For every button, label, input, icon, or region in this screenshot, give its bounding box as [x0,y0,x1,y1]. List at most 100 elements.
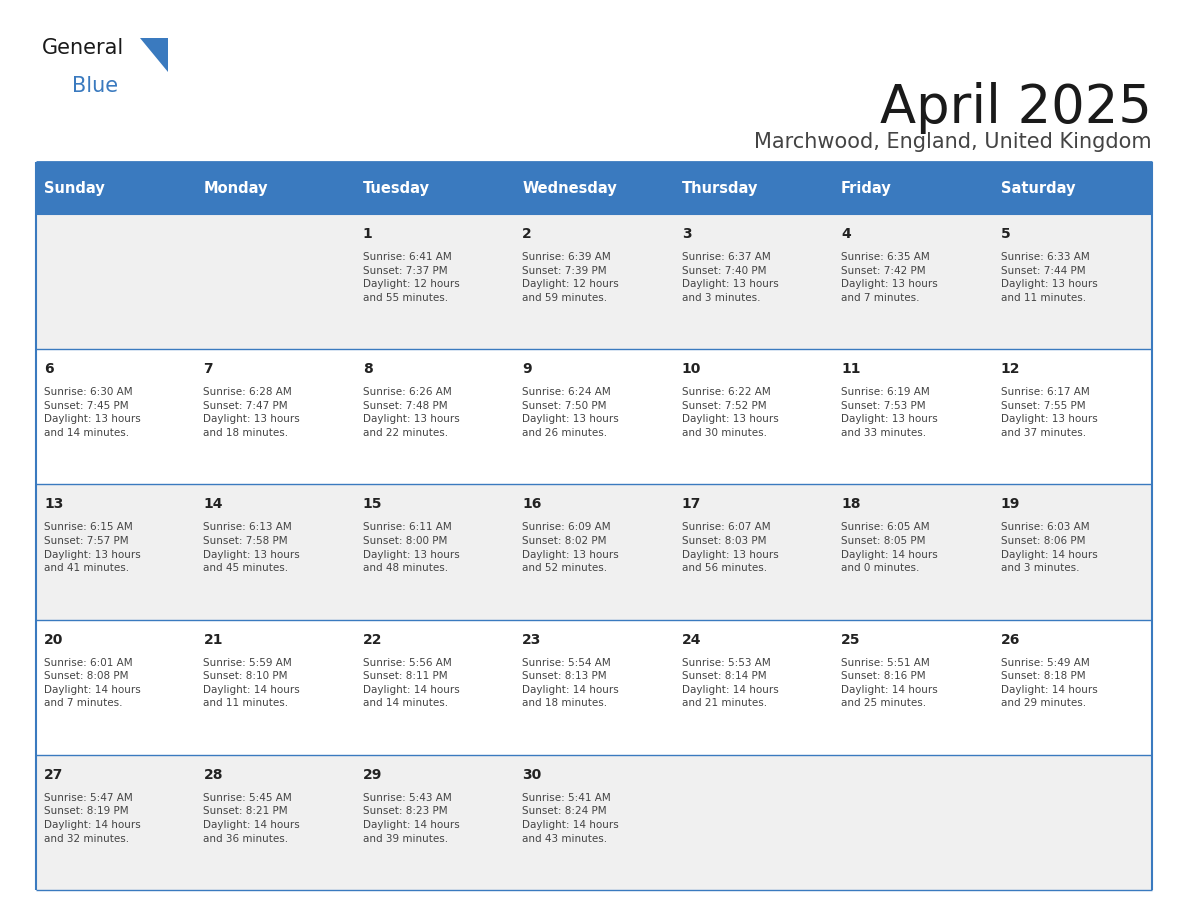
Text: Sunday: Sunday [44,181,105,196]
Bar [833,349,992,485]
Text: Sunrise: 5:56 AM
Sunset: 8:11 PM
Daylight: 14 hours
and 14 minutes.: Sunrise: 5:56 AM Sunset: 8:11 PM Dayligh… [362,657,460,709]
Text: Sunrise: 6:24 AM
Sunset: 7:50 PM
Daylight: 13 hours
and 26 minutes.: Sunrise: 6:24 AM Sunset: 7:50 PM Dayligh… [523,387,619,438]
Polygon shape [140,38,168,72]
Text: Thursday: Thursday [682,181,758,196]
Text: Sunrise: 5:54 AM
Sunset: 8:13 PM
Daylight: 14 hours
and 18 minutes.: Sunrise: 5:54 AM Sunset: 8:13 PM Dayligh… [523,657,619,709]
Text: Sunrise: 6:30 AM
Sunset: 7:45 PM
Daylight: 13 hours
and 14 minutes.: Sunrise: 6:30 AM Sunset: 7:45 PM Dayligh… [44,387,140,438]
Text: Sunrise: 6:07 AM
Sunset: 8:03 PM
Daylight: 13 hours
and 56 minutes.: Sunrise: 6:07 AM Sunset: 8:03 PM Dayligh… [682,522,778,573]
Bar [674,755,833,890]
Bar [514,485,674,620]
Text: Sunrise: 6:13 AM
Sunset: 7:58 PM
Daylight: 13 hours
and 45 minutes.: Sunrise: 6:13 AM Sunset: 7:58 PM Dayligh… [203,522,301,573]
Bar [674,485,833,620]
Bar [36,485,196,620]
Bar [674,214,833,349]
Text: 29: 29 [362,767,383,782]
Bar [514,162,674,214]
Bar [36,755,196,890]
Text: Sunrise: 6:01 AM
Sunset: 8:08 PM
Daylight: 14 hours
and 7 minutes.: Sunrise: 6:01 AM Sunset: 8:08 PM Dayligh… [44,657,140,709]
Bar [674,162,833,214]
Text: 10: 10 [682,363,701,376]
Text: Sunrise: 6:09 AM
Sunset: 8:02 PM
Daylight: 13 hours
and 52 minutes.: Sunrise: 6:09 AM Sunset: 8:02 PM Dayligh… [523,522,619,573]
Text: April 2025: April 2025 [880,82,1152,134]
Text: 26: 26 [1000,633,1020,646]
Text: Monday: Monday [203,181,268,196]
Text: 17: 17 [682,498,701,511]
Text: 22: 22 [362,633,383,646]
Text: Sunrise: 6:26 AM
Sunset: 7:48 PM
Daylight: 13 hours
and 22 minutes.: Sunrise: 6:26 AM Sunset: 7:48 PM Dayligh… [362,387,460,438]
Bar [355,755,514,890]
Text: Sunrise: 5:49 AM
Sunset: 8:18 PM
Daylight: 14 hours
and 29 minutes.: Sunrise: 5:49 AM Sunset: 8:18 PM Dayligh… [1000,657,1098,709]
Text: 8: 8 [362,363,373,376]
Bar [196,214,355,349]
Text: Blue: Blue [72,76,118,96]
Bar [514,755,674,890]
Bar [514,620,674,755]
Text: Saturday: Saturday [1000,181,1075,196]
Bar [355,162,514,214]
Bar [674,349,833,485]
Text: General: General [42,38,125,58]
Bar [196,485,355,620]
Text: Sunrise: 6:37 AM
Sunset: 7:40 PM
Daylight: 13 hours
and 3 minutes.: Sunrise: 6:37 AM Sunset: 7:40 PM Dayligh… [682,252,778,303]
Text: 23: 23 [523,633,542,646]
Text: 28: 28 [203,767,223,782]
Text: 4: 4 [841,227,851,241]
Text: Sunrise: 5:53 AM
Sunset: 8:14 PM
Daylight: 14 hours
and 21 minutes.: Sunrise: 5:53 AM Sunset: 8:14 PM Dayligh… [682,657,778,709]
Text: 6: 6 [44,363,53,376]
Bar [992,349,1152,485]
Text: Sunrise: 6:39 AM
Sunset: 7:39 PM
Daylight: 12 hours
and 59 minutes.: Sunrise: 6:39 AM Sunset: 7:39 PM Dayligh… [523,252,619,303]
Text: 5: 5 [1000,227,1010,241]
Text: 20: 20 [44,633,63,646]
Bar [196,620,355,755]
Text: 9: 9 [523,363,532,376]
Text: 11: 11 [841,363,860,376]
Bar [355,349,514,485]
Bar [36,214,196,349]
Text: Tuesday: Tuesday [362,181,430,196]
Text: 16: 16 [523,498,542,511]
Text: 19: 19 [1000,498,1020,511]
Bar [514,214,674,349]
Text: 2: 2 [523,227,532,241]
Bar [992,755,1152,890]
Bar [992,485,1152,620]
Bar [992,620,1152,755]
Bar [833,162,992,214]
Bar [196,349,355,485]
Bar [992,214,1152,349]
Text: Sunrise: 5:59 AM
Sunset: 8:10 PM
Daylight: 14 hours
and 11 minutes.: Sunrise: 5:59 AM Sunset: 8:10 PM Dayligh… [203,657,301,709]
Bar [992,162,1152,214]
Bar [833,755,992,890]
Text: Sunrise: 6:22 AM
Sunset: 7:52 PM
Daylight: 13 hours
and 30 minutes.: Sunrise: 6:22 AM Sunset: 7:52 PM Dayligh… [682,387,778,438]
Text: 14: 14 [203,498,223,511]
Text: Sunrise: 6:41 AM
Sunset: 7:37 PM
Daylight: 12 hours
and 55 minutes.: Sunrise: 6:41 AM Sunset: 7:37 PM Dayligh… [362,252,460,303]
Text: Sunrise: 5:51 AM
Sunset: 8:16 PM
Daylight: 14 hours
and 25 minutes.: Sunrise: 5:51 AM Sunset: 8:16 PM Dayligh… [841,657,937,709]
Text: Sunrise: 5:41 AM
Sunset: 8:24 PM
Daylight: 14 hours
and 43 minutes.: Sunrise: 5:41 AM Sunset: 8:24 PM Dayligh… [523,793,619,844]
Bar [674,620,833,755]
Text: 3: 3 [682,227,691,241]
Bar [355,485,514,620]
Text: Friday: Friday [841,181,892,196]
Text: 1: 1 [362,227,373,241]
Text: 30: 30 [523,767,542,782]
Text: 7: 7 [203,363,213,376]
Text: Sunrise: 6:15 AM
Sunset: 7:57 PM
Daylight: 13 hours
and 41 minutes.: Sunrise: 6:15 AM Sunset: 7:57 PM Dayligh… [44,522,140,573]
Text: Sunrise: 6:05 AM
Sunset: 8:05 PM
Daylight: 14 hours
and 0 minutes.: Sunrise: 6:05 AM Sunset: 8:05 PM Dayligh… [841,522,937,573]
Bar [196,755,355,890]
Text: Sunrise: 6:03 AM
Sunset: 8:06 PM
Daylight: 14 hours
and 3 minutes.: Sunrise: 6:03 AM Sunset: 8:06 PM Dayligh… [1000,522,1098,573]
Text: 25: 25 [841,633,860,646]
Text: 12: 12 [1000,363,1020,376]
Text: Wednesday: Wednesday [523,181,617,196]
Text: Sunrise: 6:33 AM
Sunset: 7:44 PM
Daylight: 13 hours
and 11 minutes.: Sunrise: 6:33 AM Sunset: 7:44 PM Dayligh… [1000,252,1098,303]
Text: Sunrise: 5:45 AM
Sunset: 8:21 PM
Daylight: 14 hours
and 36 minutes.: Sunrise: 5:45 AM Sunset: 8:21 PM Dayligh… [203,793,301,844]
Text: 21: 21 [203,633,223,646]
Text: 24: 24 [682,633,701,646]
Text: Sunrise: 5:43 AM
Sunset: 8:23 PM
Daylight: 14 hours
and 39 minutes.: Sunrise: 5:43 AM Sunset: 8:23 PM Dayligh… [362,793,460,844]
Text: 27: 27 [44,767,63,782]
Bar [355,214,514,349]
Bar [36,349,196,485]
Text: Sunrise: 5:47 AM
Sunset: 8:19 PM
Daylight: 14 hours
and 32 minutes.: Sunrise: 5:47 AM Sunset: 8:19 PM Dayligh… [44,793,140,844]
Text: Sunrise: 6:35 AM
Sunset: 7:42 PM
Daylight: 13 hours
and 7 minutes.: Sunrise: 6:35 AM Sunset: 7:42 PM Dayligh… [841,252,937,303]
Text: Sunrise: 6:11 AM
Sunset: 8:00 PM
Daylight: 13 hours
and 48 minutes.: Sunrise: 6:11 AM Sunset: 8:00 PM Dayligh… [362,522,460,573]
Text: Sunrise: 6:17 AM
Sunset: 7:55 PM
Daylight: 13 hours
and 37 minutes.: Sunrise: 6:17 AM Sunset: 7:55 PM Dayligh… [1000,387,1098,438]
